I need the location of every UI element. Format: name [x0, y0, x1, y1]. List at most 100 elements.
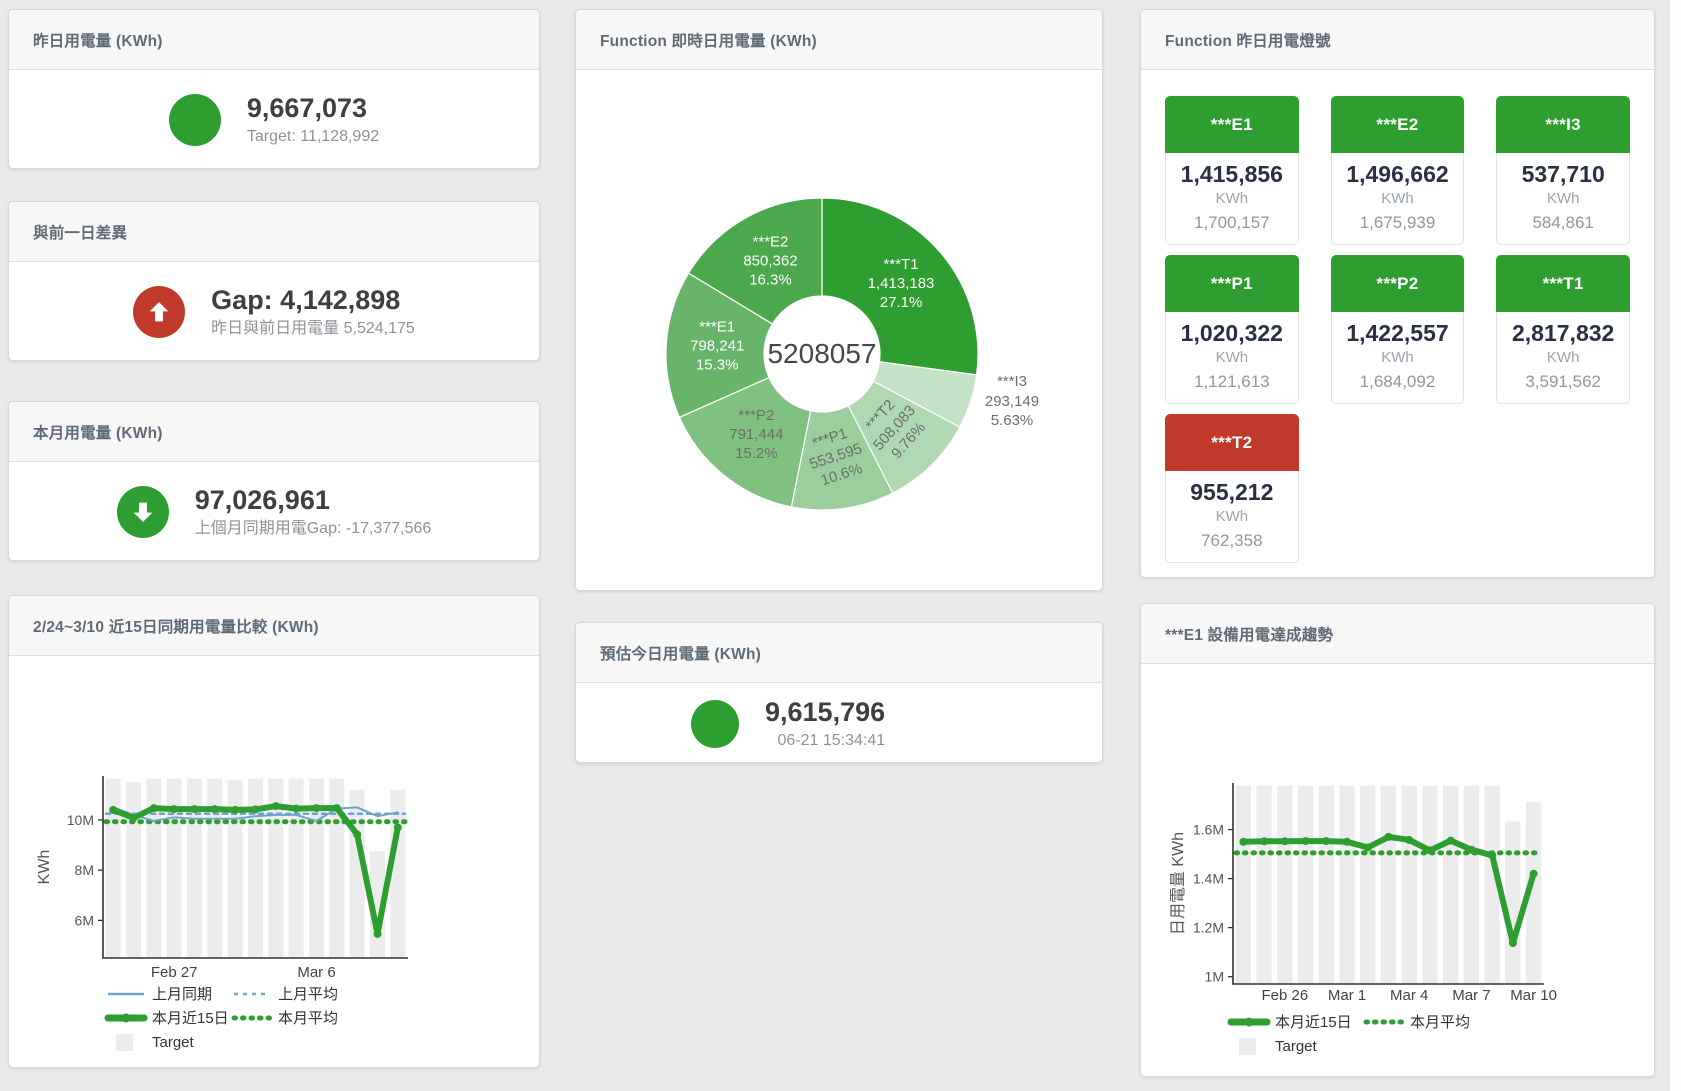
light-tile-unit: KWh [1546, 190, 1580, 207]
series-point[interactable] [170, 805, 179, 814]
series-point[interactable] [1363, 843, 1372, 852]
target-bar[interactable] [1277, 785, 1293, 985]
series-point[interactable] [190, 805, 199, 814]
svg-text:5.63%: 5.63% [991, 412, 1034, 429]
target-bar[interactable] [1235, 785, 1251, 985]
target-bar[interactable] [1318, 785, 1334, 985]
e1-trend-line-chart[interactable]: 1M 1.2M 1.4M 1.6M Feb 26 Mar 1 Mar 4 Mar 7 Mar 1… [1141, 664, 1655, 1077]
panel-15day-compare-chart: 2/24~3/10 近15日同期用電量比較 (KWh) 6M 8M 10M Feb 2… [8, 595, 540, 1068]
target-bar[interactable] [105, 778, 121, 959]
donut-slice-T1[interactable] [821, 197, 979, 376]
light-tile-target: 1,121,613 [1194, 372, 1270, 391]
series-point[interactable] [251, 805, 260, 814]
series-point[interactable] [109, 805, 118, 814]
light-tile-target: 584,861 [1532, 213, 1594, 232]
legend-item[interactable]: 上月平均 [234, 986, 338, 1003]
legend-item[interactable]: 上月同期 [108, 986, 212, 1003]
legend-item[interactable]: 本月平均 [231, 1010, 338, 1027]
series-point[interactable] [1343, 837, 1351, 846]
series-point[interactable] [231, 805, 240, 814]
target-bar[interactable] [1463, 785, 1480, 985]
y-axis-title: 日用電量 KWh [1170, 832, 1187, 935]
target-bar[interactable] [1360, 785, 1376, 985]
series-point[interactable] [1488, 851, 1497, 860]
legend-item[interactable]: Target [116, 1034, 195, 1051]
panel-header: 預估今日用電量 (KWh) [576, 623, 1102, 683]
target-bar[interactable] [370, 851, 385, 958]
target-bar[interactable] [390, 789, 406, 958]
target-bar[interactable] [329, 778, 345, 959]
panel-title: 預估今日用電量 (KWh) [600, 645, 762, 663]
series-point[interactable] [1301, 837, 1310, 846]
donut-slice-P2[interactable] [678, 376, 812, 508]
series-point[interactable] [129, 813, 138, 822]
donut-slice-E1[interactable] [665, 272, 774, 419]
series-point[interactable] [210, 805, 219, 814]
y-tick-label: 6M [75, 912, 94, 928]
donut-slice-E2[interactable] [687, 197, 823, 325]
target-bar[interactable] [166, 778, 182, 959]
svg-text:***T1: ***T1 [884, 256, 919, 273]
y-tick-label: 1.2M [1193, 920, 1224, 936]
target-bar[interactable] [1380, 785, 1397, 985]
realtime-donut-chart[interactable]: ***T1 1,413,183 27.1% ***I3 293,149 5.63% ***T… [576, 70, 1103, 591]
series-point[interactable] [1426, 846, 1434, 855]
series-point[interactable] [393, 823, 402, 832]
series-point[interactable] [1260, 837, 1269, 846]
light-tile-value: 1,496,662 [1346, 161, 1449, 187]
legend-item[interactable]: Target [1239, 1038, 1318, 1055]
series-point[interactable] [312, 804, 321, 813]
series-point[interactable] [271, 802, 280, 811]
series-point[interactable] [149, 804, 158, 813]
light-tile: ***T1 2,817,832 KWh 3,591,562 [1496, 255, 1630, 404]
target-bar[interactable] [1484, 785, 1500, 985]
target-bar[interactable] [1297, 785, 1314, 985]
legend-item[interactable]: 本月近15日 [104, 1010, 229, 1027]
scrollbar-track[interactable] [1669, 0, 1681, 1091]
light-tile-target: 3,591,562 [1525, 372, 1601, 391]
light-tile-target: 1,700,157 [1194, 213, 1270, 232]
light-tile: ***P2 1,422,557 KWh 1,684,092 [1330, 255, 1465, 404]
light-tile-body: 1,496,662 KWh 1,675,939 [1330, 153, 1465, 245]
series-point[interactable] [1280, 837, 1289, 846]
stat-value: 9,615,796 [765, 696, 886, 727]
series-point[interactable] [292, 804, 301, 813]
target-bar[interactable] [1401, 785, 1417, 985]
panel-header: 昨日用電量 (KWh) [9, 10, 539, 70]
target-bar[interactable] [227, 779, 243, 958]
legend-item[interactable]: 本月近15日 [1227, 1014, 1352, 1031]
panel-title: Function 昨日用電燈號 [1165, 32, 1331, 50]
series-point[interactable] [353, 830, 362, 839]
target-bar[interactable] [268, 778, 284, 959]
target-bar[interactable] [1339, 785, 1355, 985]
target-bar[interactable] [1256, 785, 1272, 985]
target-bar[interactable] [1526, 802, 1542, 984]
target-bar[interactable] [1443, 785, 1459, 985]
light-tile: ***E2 1,496,662 KWh 1,675,939 [1330, 96, 1465, 245]
status-circle-icon [691, 699, 739, 748]
series-line[interactable] [112, 806, 399, 822]
target-bar[interactable] [126, 782, 141, 958]
series-point[interactable] [1446, 836, 1455, 845]
series-point[interactable] [1384, 832, 1393, 841]
series-point[interactable] [1529, 869, 1538, 878]
panel-header: Function 昨日用電燈號 [1141, 10, 1654, 70]
series-point[interactable] [1322, 837, 1331, 846]
series-point[interactable] [1508, 939, 1517, 948]
target-bar[interactable] [1422, 785, 1438, 985]
legend-item[interactable]: 本月平均 [1363, 1014, 1470, 1031]
x-tick-label: Feb 27 [151, 964, 198, 981]
series-point[interactable] [373, 929, 382, 938]
series-point[interactable] [1239, 837, 1248, 846]
light-tile-label: ***T2 [1211, 432, 1253, 452]
svg-text:本月近15日: 本月近15日 [152, 1010, 229, 1027]
light-tile-unit: KWh [1546, 349, 1580, 366]
series-point[interactable] [1467, 845, 1476, 854]
series-point[interactable] [332, 804, 341, 813]
target-bar[interactable] [1505, 821, 1521, 985]
donut-slice-label: ***T1 1,413,183 27.1% [868, 256, 935, 311]
svg-text:Target: Target [1275, 1038, 1318, 1055]
series-point[interactable] [1405, 835, 1414, 844]
